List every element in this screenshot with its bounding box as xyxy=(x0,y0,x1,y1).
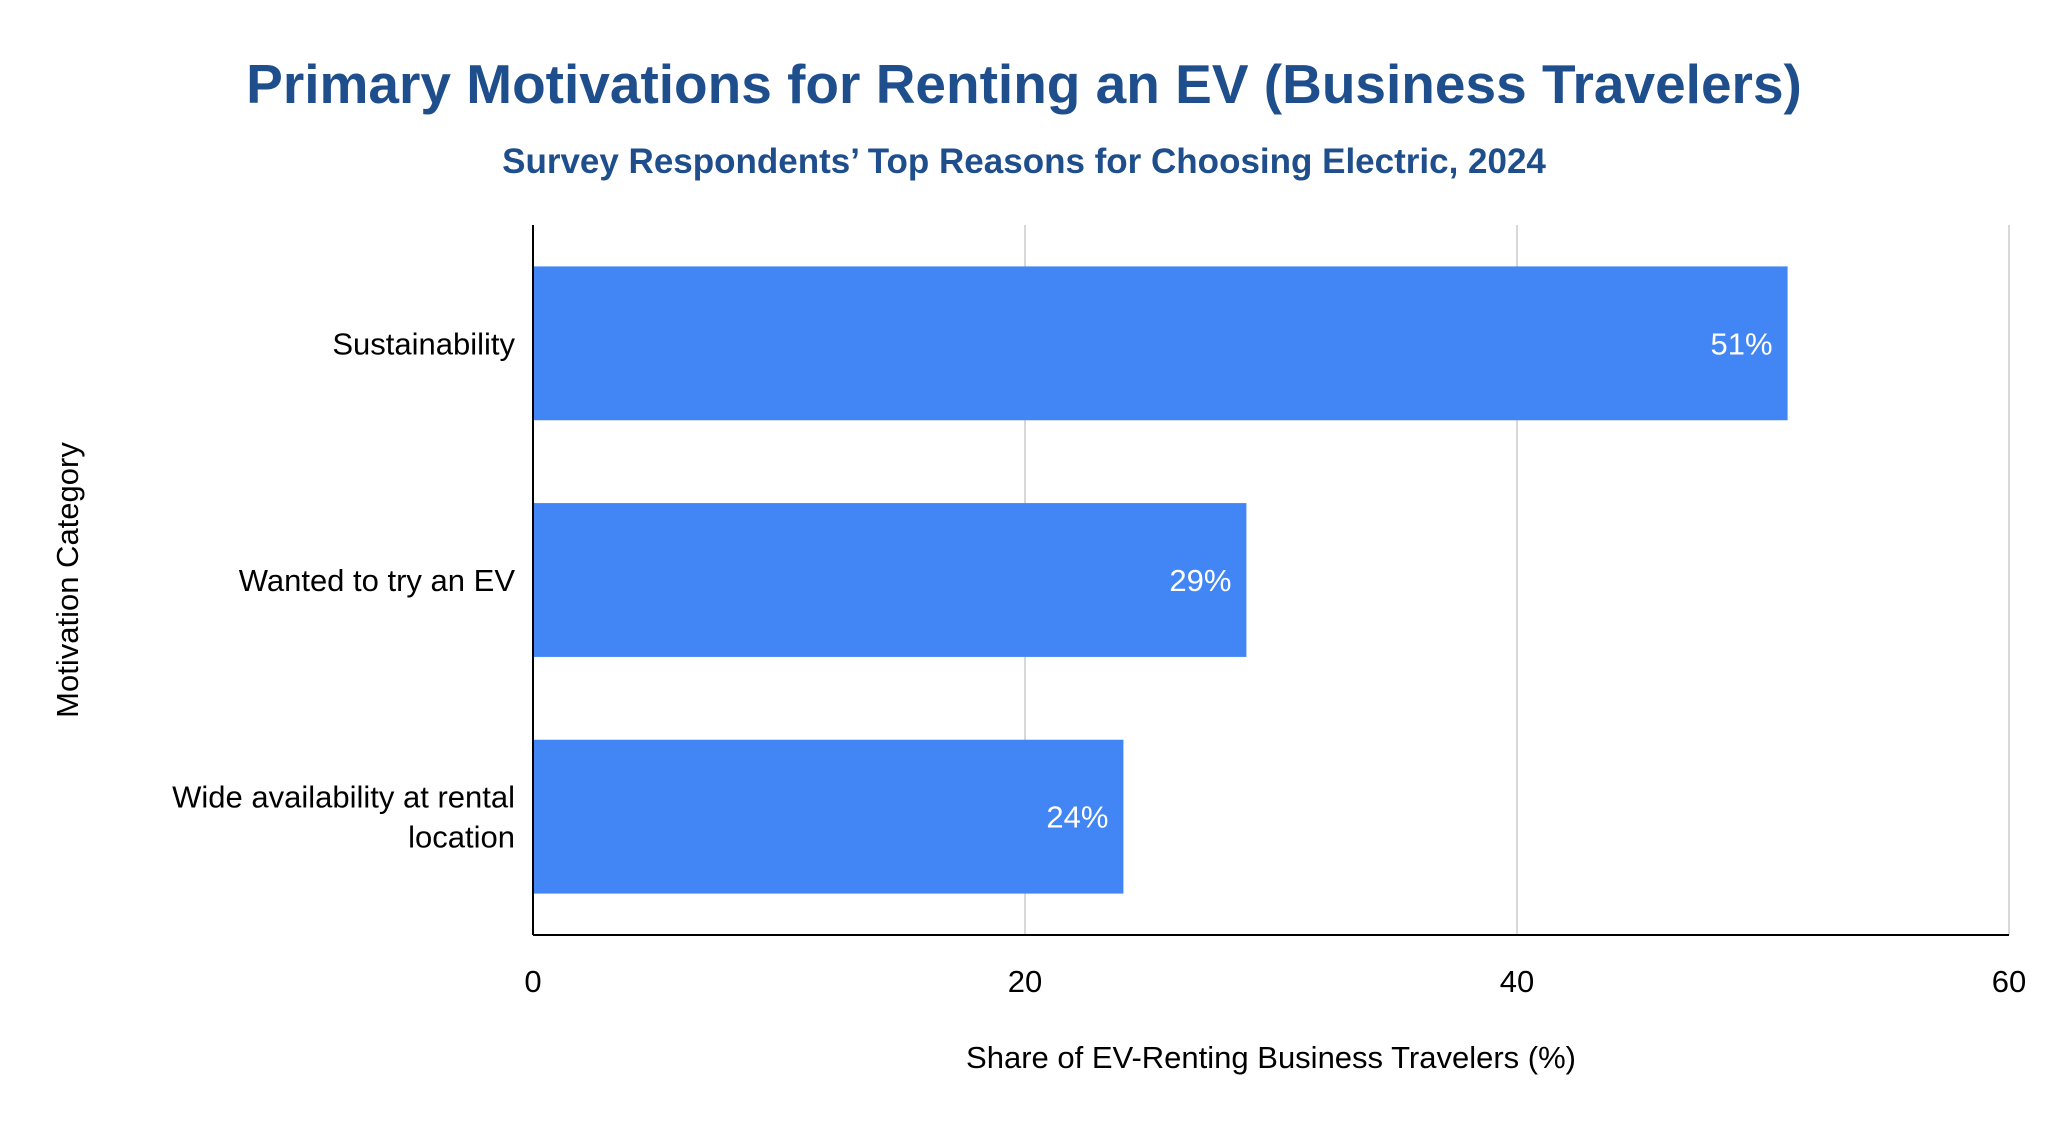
bar xyxy=(533,503,1247,657)
y-tick-label: Sustainability xyxy=(332,326,515,361)
data-label: 51% xyxy=(1711,326,1773,361)
x-tick-label: 60 xyxy=(1992,964,2026,999)
y-tick-label: Wanted to try an EV xyxy=(239,563,516,598)
y-axis-title: Motivation Category xyxy=(50,442,85,718)
data-label: 29% xyxy=(1169,563,1231,598)
data-label: 24% xyxy=(1046,800,1108,835)
x-tick-label: 20 xyxy=(1008,964,1042,999)
y-tick-label: location xyxy=(408,820,515,855)
bar xyxy=(533,739,1124,894)
labels: 0 20 40 60 51% Sustainability 29% Wanted to try… xyxy=(50,326,2026,1075)
x-tick-label: 0 xyxy=(524,964,541,999)
chart-subtitle: Survey Respondents’ Top Reasons for Choo… xyxy=(502,142,1546,181)
bar xyxy=(533,266,1788,421)
chart-title: Primary Motivations for Renting an EV (B… xyxy=(246,53,1802,115)
x-axis-title: Share of EV-Renting Business Travelers (… xyxy=(966,1040,1576,1075)
axes xyxy=(532,225,2009,936)
bars xyxy=(533,266,1788,894)
x-tick-label: 40 xyxy=(1500,964,1534,999)
y-tick-label: Wide availability at rental xyxy=(172,780,515,815)
